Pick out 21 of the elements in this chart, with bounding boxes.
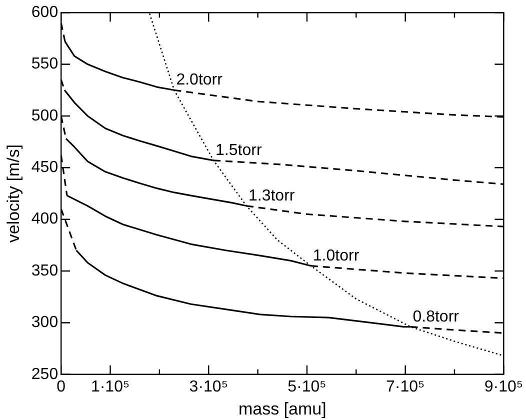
y-tick-label: 500	[31, 107, 58, 124]
y-tick-label: 300	[31, 314, 58, 332]
x-tick-label: 5·10⁵	[288, 378, 326, 396]
y-tick-label: 600	[31, 4, 58, 22]
x-axis-title: mass [amu]	[238, 399, 326, 418]
x-tick-label: 3·10⁵	[189, 378, 228, 396]
x-tick-label: 1·10⁵	[90, 378, 130, 396]
y-tick-label: 400	[31, 210, 58, 228]
annotation: 2.0torr	[176, 72, 224, 89]
x-tick-label: 7·10⁵	[386, 378, 425, 396]
annotation: 1.5torr	[216, 142, 262, 159]
x-tick-label: 0	[56, 378, 66, 396]
annotation: 0.8torr	[412, 308, 460, 326]
y-tick-label: 250	[31, 366, 58, 383]
y-tick-label: 550	[31, 56, 58, 73]
annotation: 1.0torr	[312, 247, 360, 264]
y-tick-label: 350	[31, 262, 58, 280]
x-tick-label: 9·10⁵	[484, 378, 523, 396]
annotation: 1.3torr	[248, 187, 296, 204]
y-tick-label: 450	[31, 159, 58, 176]
y-axis-title: velocity [m/s]	[4, 144, 23, 243]
